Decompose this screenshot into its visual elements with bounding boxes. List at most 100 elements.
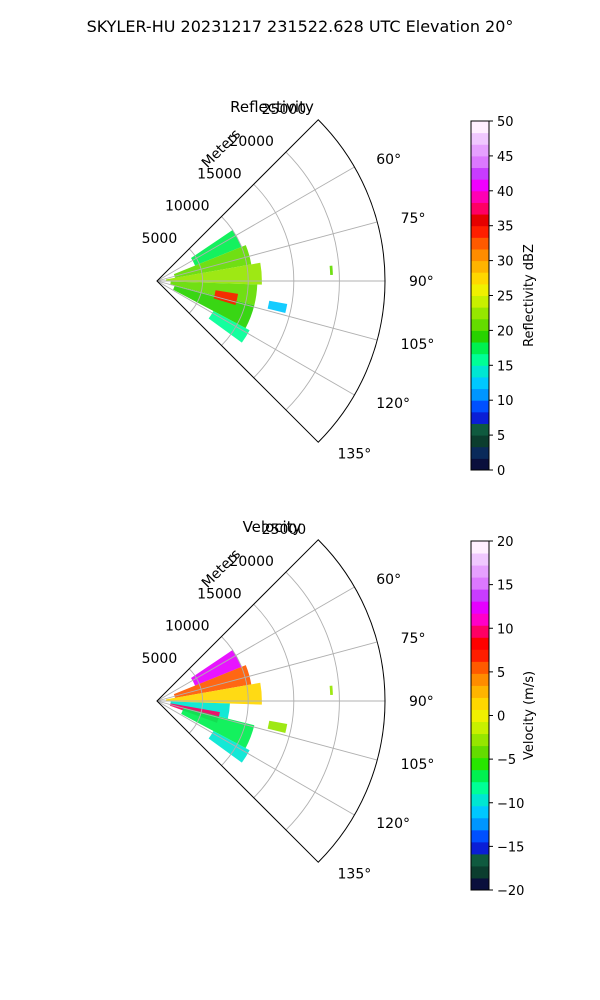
vel-colorbar-tick-label-7: 15	[497, 579, 514, 594]
refl-colorbar-step-13	[471, 307, 489, 320]
refl-azimuth-tick-label-3: 105°	[401, 337, 435, 353]
refl-colorbar-step-15	[471, 283, 489, 296]
refl-colorbar-tick-label-9: 45	[497, 150, 514, 165]
refl-echo-5	[208, 310, 250, 343]
vel-colorbar-step-26	[471, 565, 489, 578]
vel-azimuth-spoke-1	[156, 641, 378, 702]
refl-echo-1	[173, 245, 252, 278]
refl-colorbar-step-16	[471, 272, 489, 285]
refl-range-tick-label-2: 15000	[197, 166, 242, 182]
vel-colorbar-step-12	[471, 733, 489, 747]
vel-colorbar-tick-label-0: −20	[497, 884, 524, 899]
refl-azimuth-spoke-3	[156, 280, 378, 341]
refl-colorbar-step-22	[471, 202, 489, 215]
vel-colorbar-step-19	[471, 649, 489, 662]
refl-colorbar-step-29	[471, 121, 489, 134]
refl-echo-8	[329, 265, 333, 275]
vel-colorbar-step-13	[471, 721, 489, 735]
refl-colorbar-step-24	[471, 179, 489, 192]
vel-colorbar-step-18	[471, 661, 489, 674]
vel-colorbar-step-28	[471, 541, 489, 554]
refl-colorbar-step-19	[471, 237, 489, 250]
refl-colorbar-tick-label-0: 0	[497, 464, 505, 479]
vel-azimuth-tick-label-3: 105°	[401, 757, 435, 773]
refl-colorbar-step-1	[471, 446, 489, 459]
refl-azimuth-tick-label-0: 60°	[376, 152, 401, 168]
refl-colorbar-step-9	[471, 353, 489, 366]
refl-echoes	[165, 230, 333, 343]
refl-echo-4	[173, 285, 255, 329]
vel-colorbar-tick-label-4: 0	[497, 710, 505, 725]
vel-colorbar-tick-label-2: −10	[497, 797, 524, 812]
vel-echo-8	[329, 685, 333, 695]
vel-colorbar-tick-label-3: −5	[497, 753, 516, 768]
refl-echo-2	[165, 262, 262, 285]
vel-colorbar-tick-label-1: −15	[497, 840, 524, 855]
vel-colorbar-tick-label-6: 10	[497, 622, 514, 637]
refl-colorbar-step-21	[471, 214, 489, 227]
refl-colorbar-step-7	[471, 376, 489, 390]
refl-colorbar-tick-label-4: 20	[497, 324, 514, 339]
vel-azimuth-tick-label-1: 75°	[401, 631, 426, 647]
refl-azimuth-spoke-1	[156, 221, 378, 282]
refl-range-tick-label-3: 20000	[229, 134, 274, 150]
refl-colorbar-tick-label-2: 10	[497, 394, 514, 409]
vel-colorbar-step-11	[471, 745, 489, 759]
vel-colorbar-label: Velocity (m/s)	[522, 671, 537, 760]
refl-azimuth-tick-label-1: 75°	[401, 211, 426, 227]
vel-colorbar: −20 −15 −10 −5 0 5 10 15 20 Velocity (m/s)	[470, 535, 537, 899]
refl-colorbar-step-14	[471, 295, 489, 308]
refl-azimuth-tick-label-5: 135°	[338, 447, 372, 463]
vel-colorbar-step-17	[471, 673, 489, 686]
vel-colorbar-step-9	[471, 769, 489, 783]
refl-azimuth-tick-label-2: 90°	[409, 274, 434, 290]
vel-range-tick-label-3: 20000	[229, 554, 274, 570]
vel-echo-0	[191, 650, 242, 686]
refl-colorbar-label: Reflectivity dBZ	[522, 244, 537, 347]
vel-colorbar-step-15	[471, 697, 489, 710]
refl-colorbar-step-8	[471, 365, 489, 378]
vel-range-tick-label-4: 25000	[262, 522, 307, 538]
vel-colorbar-step-1	[471, 865, 489, 879]
refl-colorbar-step-17	[471, 260, 489, 273]
refl-range-tick-label-1: 10000	[165, 199, 210, 215]
vel-colorbar-tick-label-5: 5	[497, 666, 505, 681]
refl-range-tick-label-0: 5000	[142, 231, 178, 247]
vel-colorbar-step-7	[471, 793, 489, 807]
vel-colorbar-step-4	[471, 829, 489, 843]
vel-azimuth-spoke-3	[156, 700, 378, 761]
figure-title: SKYLER-HU 20231217 231522.628 UTC Elevat…	[87, 17, 514, 36]
vel-title: Velocity	[243, 518, 302, 536]
refl-colorbar-tick-label-7: 35	[497, 220, 514, 235]
refl-colorbar-step-12	[471, 318, 489, 331]
vel-colorbar-step-21	[471, 625, 489, 638]
vel-colorbar-step-16	[471, 685, 489, 698]
refl-colorbar: 0 5 10 15 20 25 30 35 40 45 50 Reflectivity dBZ	[470, 115, 537, 479]
refl-azimuth-spoke-0	[156, 166, 355, 282]
refl-colorbar-step-0	[471, 458, 489, 471]
reflectivity-panel: Reflectivity500010000150002000025000Mete…	[142, 98, 537, 479]
vel-colorbar-step-8	[471, 781, 489, 795]
refl-range-tick-label-4: 25000	[262, 102, 307, 118]
refl-colorbar-step-18	[471, 248, 489, 262]
refl-colorbar-step-20	[471, 225, 489, 238]
refl-echo-0	[191, 230, 242, 266]
refl-colorbar-step-26	[471, 155, 489, 169]
refl-colorbar-tick-label-1: 5	[497, 429, 505, 444]
vel-azimuth-spoke-4	[156, 700, 355, 816]
vel-echo-6	[208, 730, 250, 763]
refl-grid	[156, 151, 385, 411]
refl-colorbar-tick-label-5: 25	[497, 290, 514, 305]
vel-colorbar-step-2	[471, 853, 489, 867]
vel-range-tick-label-0: 5000	[142, 651, 178, 667]
refl-colorbar-step-6	[471, 388, 489, 401]
vel-colorbar-step-27	[471, 553, 489, 566]
vel-echo-2	[165, 682, 262, 705]
refl-colorbar-step-4	[471, 411, 489, 424]
refl-colorbar-step-2	[471, 435, 489, 448]
vel-colorbar-step-10	[471, 757, 489, 771]
vel-colorbar-step-3	[471, 841, 489, 855]
refl-azimuth-tick-label-4: 120°	[376, 396, 410, 412]
